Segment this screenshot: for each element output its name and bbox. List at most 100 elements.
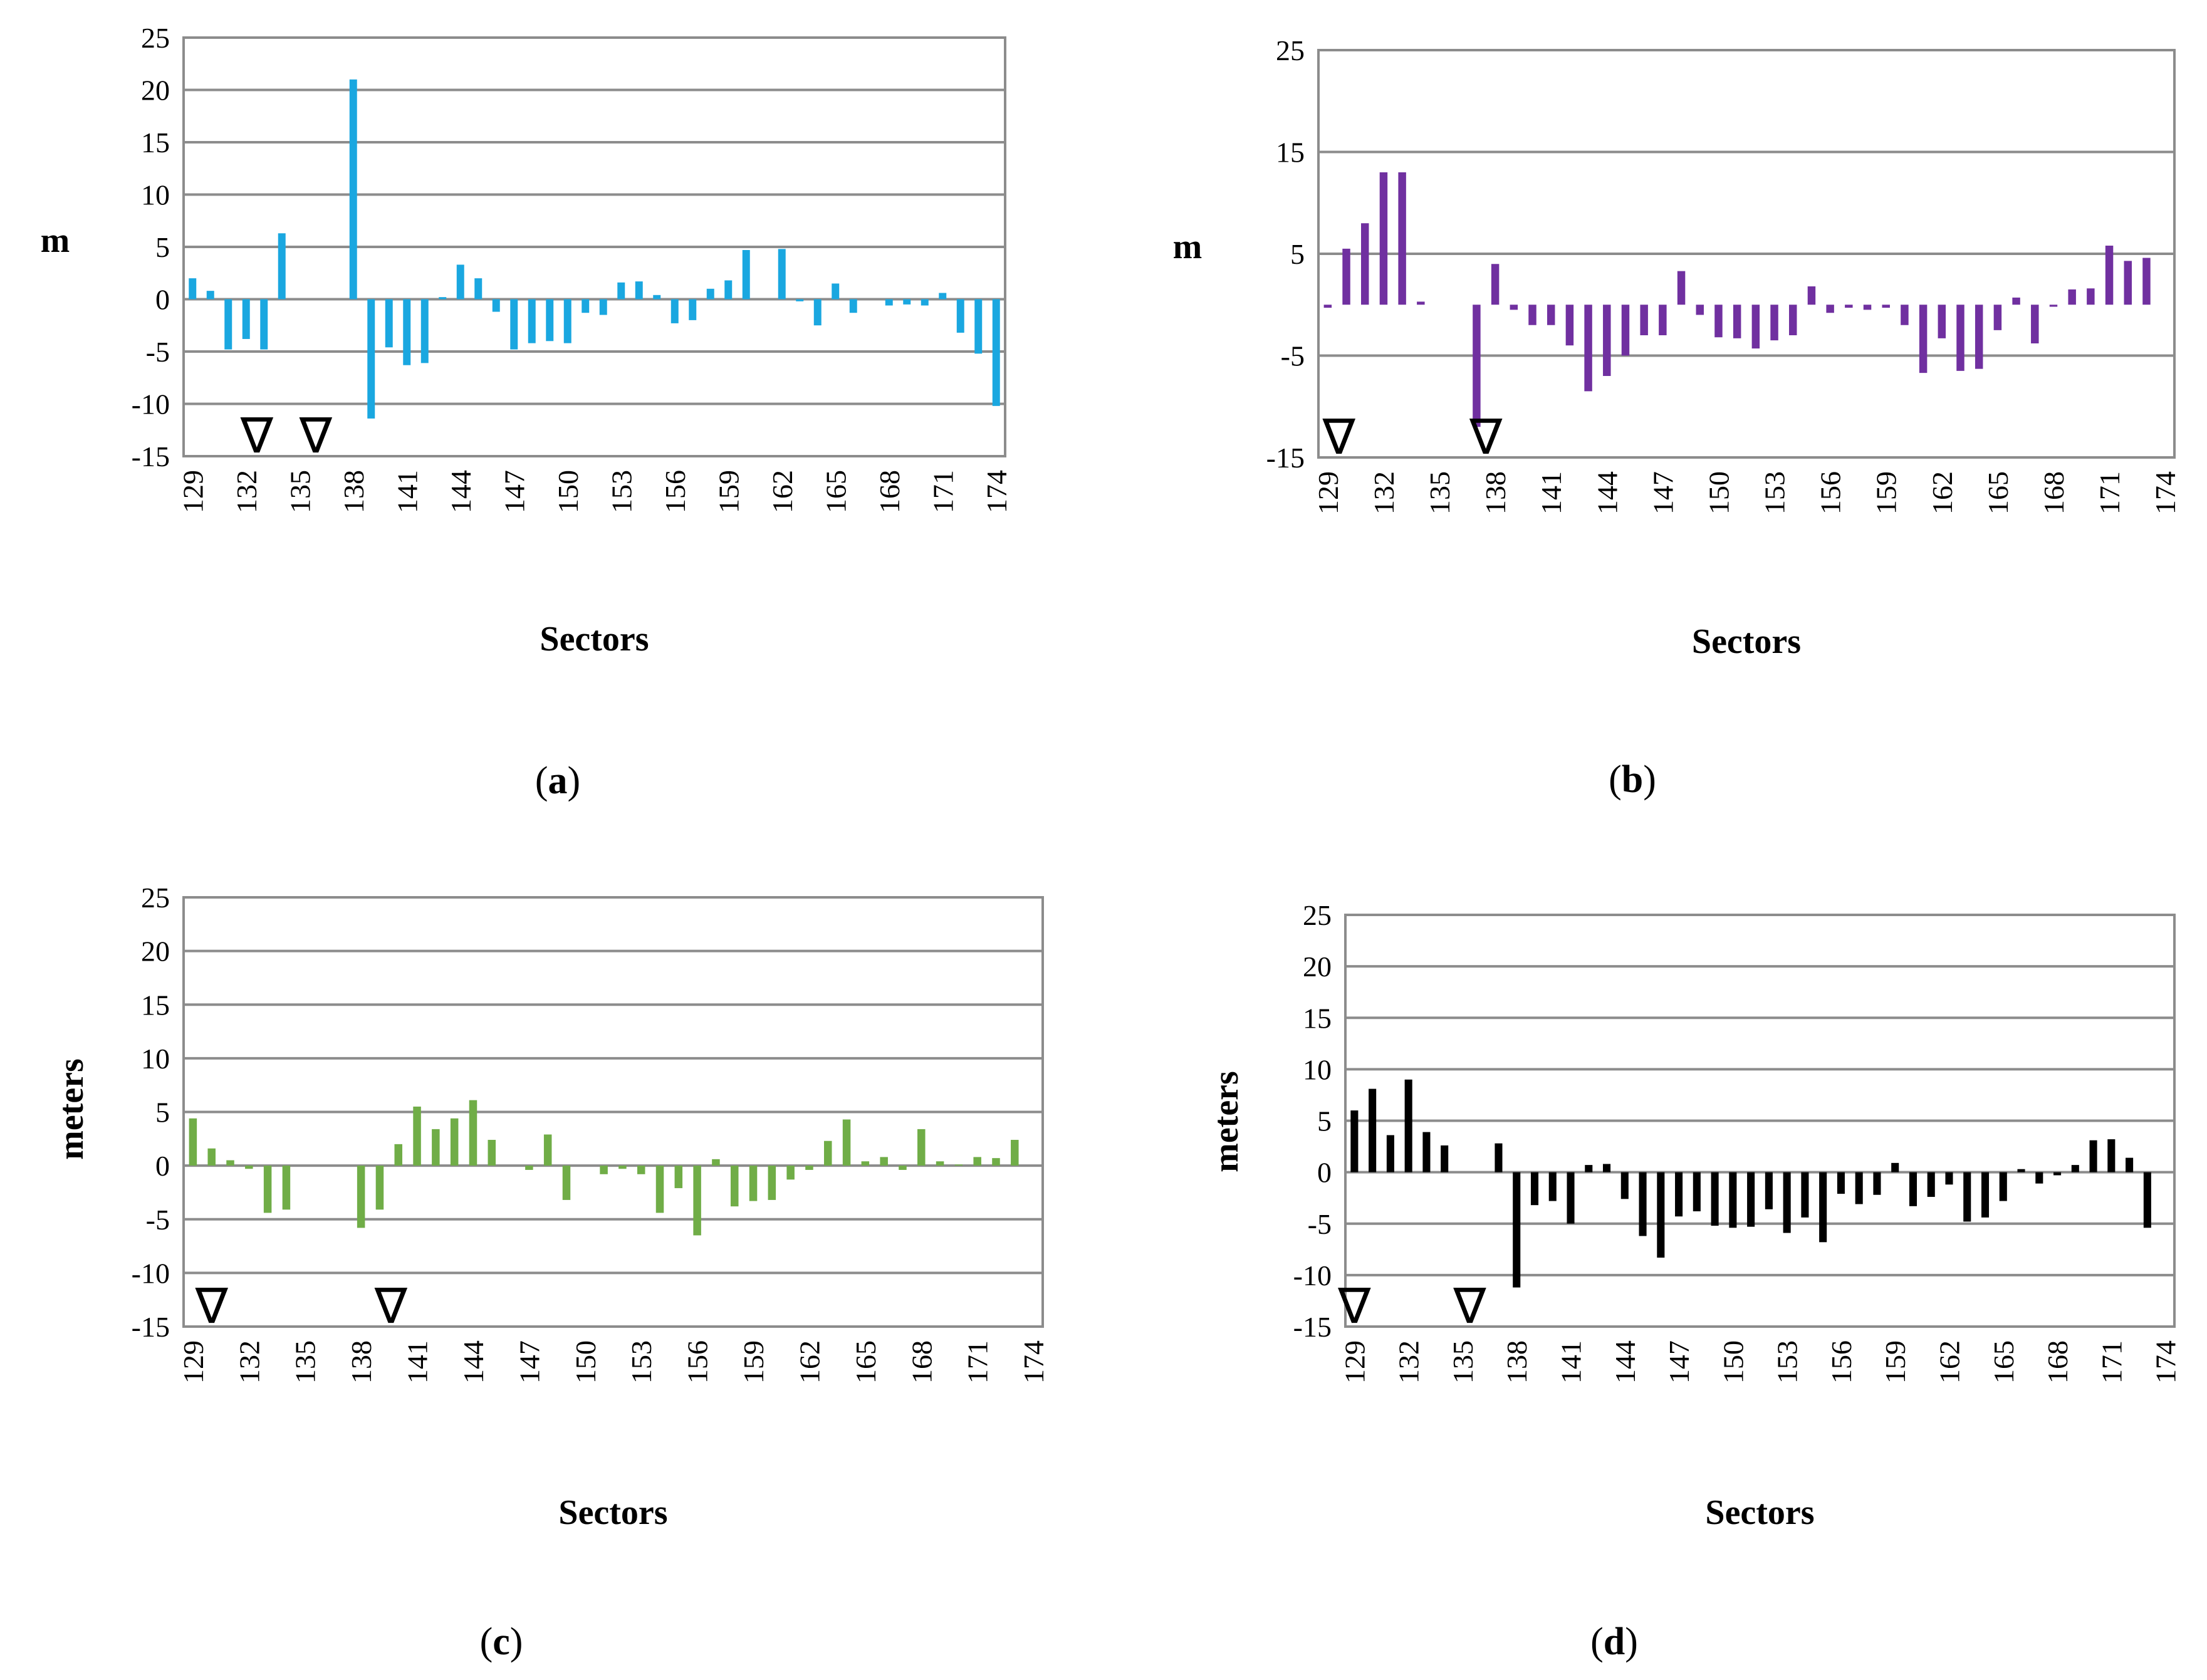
x-tick-label: 141 (402, 1340, 434, 1384)
bar (1528, 305, 1537, 325)
bar (189, 1118, 197, 1166)
bar (189, 278, 197, 300)
bar (1711, 1172, 1719, 1226)
bar (899, 1166, 907, 1170)
bar (1547, 305, 1555, 325)
y-tick-label: 15 (141, 127, 170, 159)
x-tick-label: 162 (1933, 1340, 1965, 1384)
y-tick-label: -5 (1281, 340, 1305, 372)
x-tick-label: 162 (766, 470, 798, 513)
x-tick-label: 156 (1815, 471, 1847, 514)
y-tick-label: -15 (1293, 1311, 1332, 1343)
y-tick-label: -10 (132, 1257, 170, 1289)
x-tick-label: 174 (2150, 1340, 2182, 1384)
panel-label-close: ) (1643, 758, 1656, 801)
bar (1620, 1172, 1629, 1199)
marker-triangle: ∇ (195, 1278, 229, 1335)
x-tick-label: 141 (1555, 1340, 1587, 1384)
bar (1639, 1172, 1647, 1236)
x-tick-label: 129 (177, 470, 209, 513)
x-tick-label: 159 (1879, 1340, 1911, 1384)
bar (563, 299, 571, 343)
bar (1993, 305, 2002, 330)
bar (724, 280, 733, 300)
bar (2089, 1140, 2097, 1172)
x-tick-label: 135 (290, 1340, 321, 1384)
bar (1386, 1135, 1394, 1172)
bar (917, 1129, 926, 1166)
x-tick-label: 156 (1825, 1340, 1857, 1384)
bar (618, 1166, 627, 1169)
panel-label-close: ) (510, 1620, 523, 1663)
marker-triangle: ∇ (374, 1278, 408, 1335)
bar (1882, 305, 1890, 308)
bar (1548, 1172, 1557, 1201)
bar (973, 1157, 981, 1166)
bar (842, 1119, 851, 1166)
bar (349, 79, 357, 300)
bar (637, 1166, 645, 1174)
x-tick-label: 168 (2042, 1340, 2074, 1384)
bar (1342, 248, 1350, 305)
bar (582, 299, 590, 313)
bar (543, 1134, 552, 1166)
bar (432, 1129, 440, 1166)
bar (1473, 305, 1481, 427)
x-tick-label: 132 (231, 470, 263, 513)
bar (394, 1144, 403, 1166)
x-tick-label: 162 (793, 1340, 825, 1384)
x-tick-label: 150 (570, 1340, 602, 1384)
bar (786, 1166, 795, 1180)
bar (206, 291, 214, 300)
y-tick-label: -5 (146, 336, 170, 368)
bar (956, 299, 964, 333)
bar (1398, 172, 1406, 305)
bar (357, 1166, 365, 1228)
panel-label: (d) (1590, 1620, 1638, 1663)
y-tick-label: 25 (1303, 899, 1332, 931)
panel-label: (b) (1609, 758, 1656, 801)
bar (1693, 1172, 1701, 1212)
y-tick-label: -15 (132, 441, 170, 472)
y-tick-label: 10 (1303, 1053, 1332, 1085)
bar (1765, 1172, 1773, 1209)
bar (1819, 1172, 1827, 1243)
y-tick-label: -10 (1293, 1260, 1332, 1291)
bar (1404, 1079, 1412, 1172)
x-tick-label: 141 (1535, 471, 1567, 514)
bar (1863, 305, 1872, 310)
panel-label-letter: d (1604, 1620, 1625, 1663)
y-tick-label: 20 (141, 75, 170, 107)
bar (617, 282, 625, 300)
bar (282, 1166, 291, 1210)
x-tick-label: 165 (850, 1340, 882, 1384)
y-tick-label: -5 (1308, 1208, 1332, 1240)
x-axis-label: Sectors (1692, 622, 1801, 661)
y-axis-label: meters (1207, 1071, 1246, 1172)
x-tick-label: 144 (445, 470, 477, 513)
x-tick-label: 174 (2149, 471, 2181, 514)
bar (921, 299, 929, 306)
x-tick-label: 138 (1479, 471, 1511, 514)
x-tick-label: 150 (1717, 1340, 1749, 1384)
bar (796, 299, 804, 301)
bar (562, 1166, 571, 1200)
bar (375, 1166, 384, 1210)
bar (1422, 1132, 1431, 1172)
bar (1379, 172, 1388, 305)
bar (712, 1159, 720, 1166)
x-tick-label: 135 (1424, 471, 1456, 514)
x-tick-label: 144 (1591, 471, 1623, 514)
bar (1659, 305, 1667, 335)
bar (742, 250, 750, 300)
bar (1417, 301, 1425, 305)
panel-label-open: ( (1590, 1620, 1604, 1663)
x-tick-label: 171 (962, 1340, 994, 1384)
bar (456, 264, 464, 300)
bar (936, 1161, 944, 1166)
x-axis-label: Sectors (540, 620, 649, 659)
bar (1945, 1172, 1953, 1185)
bar (1510, 305, 1518, 310)
bar (1323, 305, 1332, 308)
